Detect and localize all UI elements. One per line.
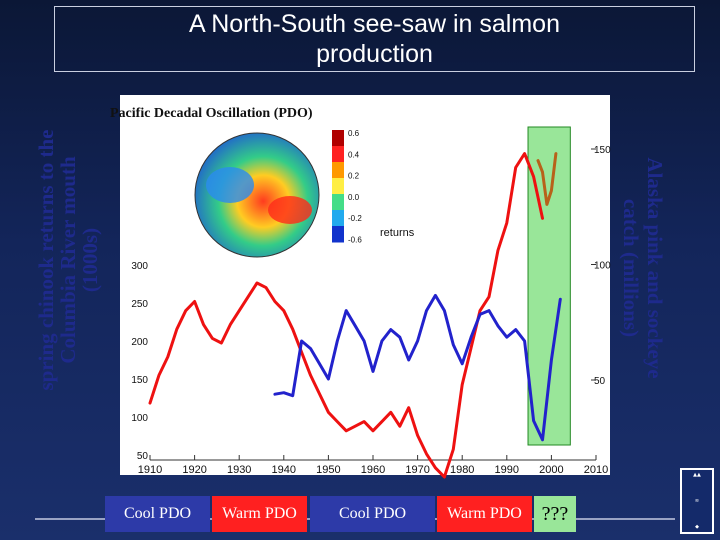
title-line-1: A North-South see-saw in salmon	[188, 10, 560, 38]
colorbar-tick-label: 0.4	[348, 150, 360, 159]
pdo-regime-unknown: ???	[534, 496, 576, 532]
colorbar-segment	[332, 146, 344, 163]
x-tick-label: 1990	[495, 464, 519, 476]
right-axis-title: Alaska pink and sockeye catch (millions)	[608, 128, 678, 408]
colorbar-segment	[332, 178, 344, 195]
inset-partial-text: returns	[380, 227, 415, 239]
colorbar-tick-label: 0.0	[348, 193, 360, 202]
climate-impacts-group-logo: ▲▲ ≋ ◆	[680, 468, 714, 534]
left-y-tick-label: 100	[131, 413, 148, 424]
pdo-regime-warm: Warm PDO	[437, 496, 532, 532]
x-tick-label: 1950	[316, 464, 340, 476]
pdo-regime-cool: Cool PDO	[310, 496, 435, 532]
x-tick-label: 1970	[405, 464, 429, 476]
recent-alaska-catch-line	[536, 152, 558, 206]
right-axis-title-line: catch (millions)	[619, 198, 643, 338]
right-y-tick-label: 100	[594, 261, 611, 272]
colorbar-segment	[332, 210, 344, 227]
x-tick-label: 1930	[227, 464, 251, 476]
x-tick-label: 1960	[361, 464, 385, 476]
x-tick-label: 2010	[584, 464, 608, 476]
left-y-tick-label: 200	[131, 337, 148, 348]
pdo-inset-title: Pacific Decadal Oscillation (PDO)	[110, 106, 313, 121]
title-line-2: production	[316, 40, 433, 68]
left-y-tick-label: 150	[131, 375, 148, 386]
x-tick-label: 1910	[138, 464, 162, 476]
pdo-regime-cool: Cool PDO	[105, 496, 210, 532]
right-axis-title-line: Alaska pink and sockeye	[643, 157, 667, 379]
left-y-tick-label: 50	[137, 451, 149, 462]
colorbar-segment	[332, 226, 344, 243]
pdo-warm-anomaly	[268, 196, 312, 224]
x-tick-label: 1920	[182, 464, 206, 476]
x-tick-label: 2000	[539, 464, 563, 476]
colorbar-tick-label: 0.6	[348, 129, 360, 138]
left-y-tick-label: 250	[131, 299, 148, 310]
colorbar-segment	[332, 194, 344, 211]
pdo-cool-anomaly	[206, 167, 254, 203]
left-y-tick-label: 300	[131, 261, 148, 272]
slide-title: A North-South see-saw in salmon producti…	[54, 6, 695, 72]
right-y-tick-label: 50	[594, 376, 606, 387]
right-y-tick-label: 150	[594, 145, 611, 156]
colorbar-segment	[332, 130, 344, 147]
colorbar-tick-label: 0.2	[348, 172, 360, 181]
x-tick-label: 1980	[450, 464, 474, 476]
colorbar-segment	[332, 162, 344, 179]
columbia-chinook-line	[273, 293, 562, 442]
pdo-globe	[194, 132, 320, 258]
colorbar-tick-label: -0.2	[348, 214, 362, 223]
pdo-inset: Pacific Decadal Oscillation (PDO) 0.6 0.4 0…	[110, 96, 415, 258]
pdo-regime-warm: Warm PDO	[212, 496, 307, 532]
colorbar-tick-label: -0.6	[348, 235, 362, 244]
x-tick-label: 1940	[272, 464, 296, 476]
